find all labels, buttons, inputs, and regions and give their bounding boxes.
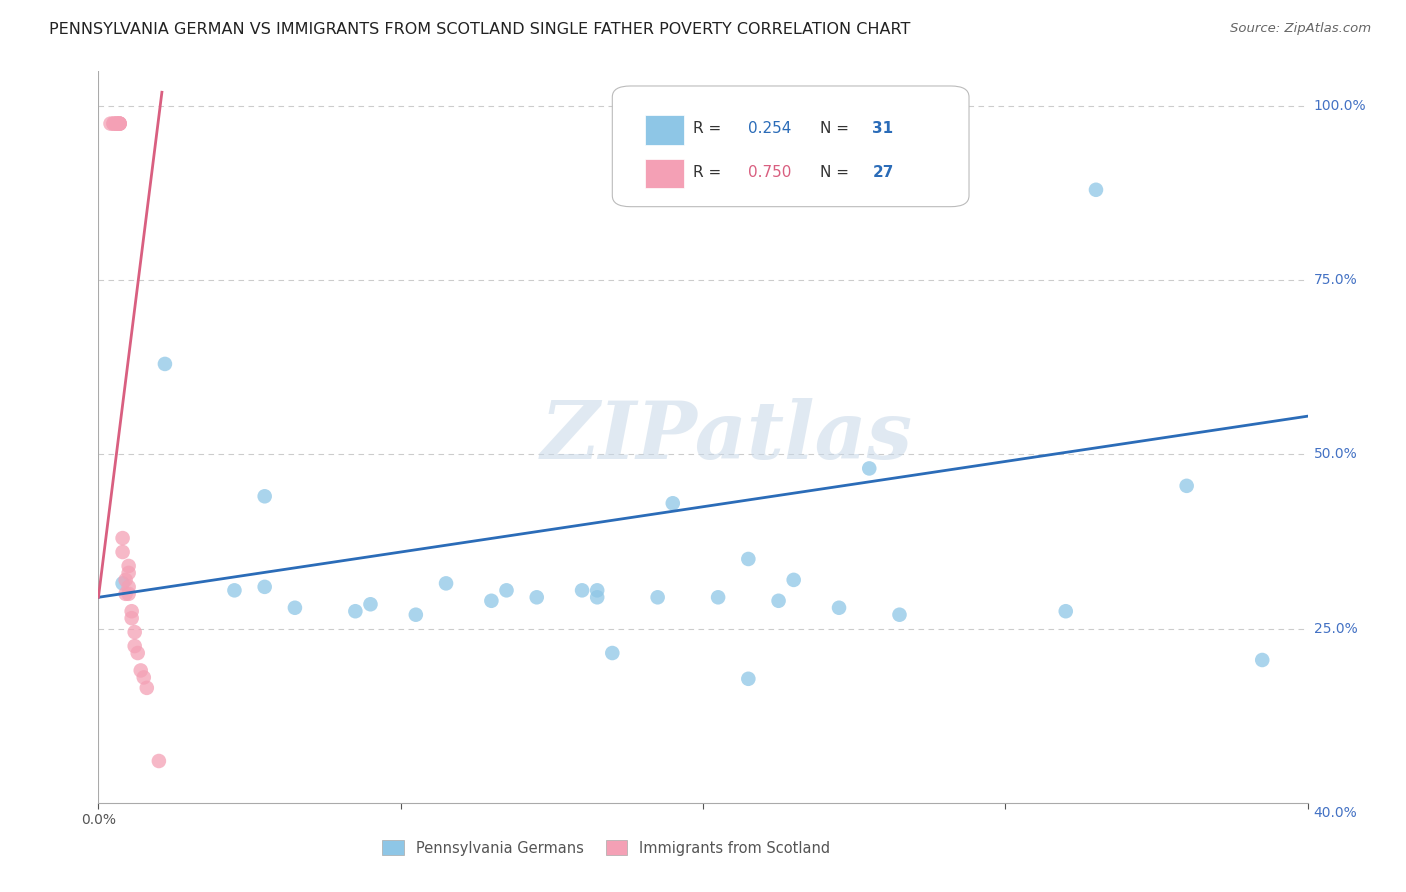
Point (1251, 653, 1274, 667)
Point (768, 594, 790, 608)
Point (118, 587, 141, 601)
Point (135, 681, 157, 695)
Point (1085, 183, 1108, 197)
Point (586, 583, 609, 598)
Point (129, 664, 152, 678)
Point (253, 580, 276, 594)
Point (586, 591, 609, 605)
Point (108, 117, 131, 131)
Point (783, 573, 806, 587)
Point (434, 576, 457, 591)
Point (118, 580, 141, 594)
Point (661, 496, 683, 510)
Point (103, 117, 125, 131)
Point (124, 625, 146, 640)
Point (647, 591, 669, 605)
Point (114, 573, 136, 587)
Point (108, 117, 131, 131)
Point (1054, 604, 1077, 618)
Point (1175, 479, 1198, 493)
Point (127, 646, 149, 660)
Point (224, 583, 246, 598)
Text: 75.0%: 75.0% (1313, 273, 1357, 287)
Point (132, 670, 155, 684)
Text: N =: N = (820, 121, 855, 136)
Text: ZIPatlas: ZIPatlas (541, 399, 914, 475)
Point (111, 576, 134, 591)
Point (121, 611, 143, 625)
Text: PENNSYLVANIA GERMAN VS IMMIGRANTS FROM SCOTLAND SINGLE FATHER POVERTY CORRELATIO: PENNSYLVANIA GERMAN VS IMMIGRANTS FROM S… (49, 22, 911, 37)
Text: 0.750: 0.750 (748, 165, 792, 180)
Bar (645, 159, 683, 188)
Point (118, 558, 141, 573)
Point (858, 461, 880, 475)
Text: 27: 27 (872, 165, 894, 180)
Point (526, 591, 548, 605)
Point (889, 607, 911, 622)
Point (108, 117, 131, 131)
Point (284, 600, 307, 615)
Point (481, 594, 503, 608)
Point (111, 531, 134, 545)
Point (737, 552, 759, 566)
Point (111, 545, 134, 559)
Point (495, 583, 517, 598)
Text: Source: ZipAtlas.com: Source: ZipAtlas.com (1230, 22, 1371, 36)
Point (153, 357, 176, 371)
Text: 50.0%: 50.0% (1313, 448, 1357, 461)
FancyBboxPatch shape (613, 86, 969, 207)
Point (105, 117, 128, 131)
Point (405, 607, 427, 622)
Legend: Pennsylvania Germans, Immigrants from Scotland: Pennsylvania Germans, Immigrants from Sc… (377, 834, 837, 862)
Text: 100.0%: 100.0% (1313, 99, 1367, 113)
Text: 0.254: 0.254 (748, 121, 792, 136)
Point (124, 639, 146, 653)
Point (707, 591, 730, 605)
Text: N =: N = (820, 165, 855, 180)
Text: 40.0%: 40.0% (1313, 806, 1357, 821)
Text: 25.0%: 25.0% (1313, 622, 1357, 636)
Text: R =: R = (693, 165, 727, 180)
Point (105, 117, 128, 131)
Text: R =: R = (693, 121, 727, 136)
Point (103, 117, 125, 131)
Point (828, 600, 851, 615)
Point (118, 566, 141, 580)
Point (114, 587, 136, 601)
Point (253, 489, 276, 503)
Text: 31: 31 (872, 121, 893, 136)
Bar (645, 115, 683, 145)
Point (148, 754, 170, 768)
Point (108, 117, 131, 131)
Point (100, 117, 122, 131)
Point (737, 672, 759, 686)
Point (602, 646, 624, 660)
Point (344, 604, 367, 618)
Point (105, 117, 128, 131)
Point (360, 597, 382, 611)
Point (571, 583, 593, 598)
Point (121, 604, 143, 618)
